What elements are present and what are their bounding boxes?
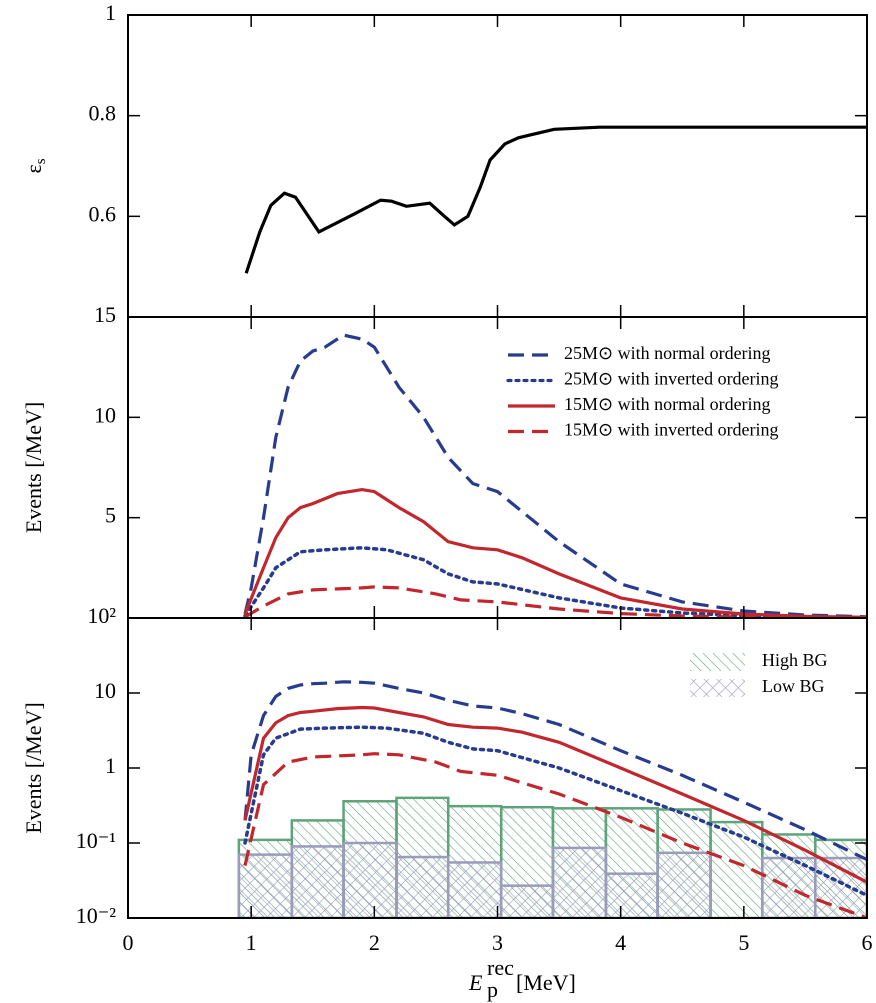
- y-tick-label: 10: [94, 678, 116, 703]
- panel: 0.6 0.8 1 εs: [21, 0, 868, 318]
- y-tick-label: 1: [105, 0, 116, 25]
- series-line: [243, 752, 867, 918]
- x-axis-label-sup: rec: [487, 955, 514, 980]
- histogram-bar: [395, 855, 450, 918]
- legend-label: 15M⊙ with inverted ordering: [564, 420, 779, 440]
- y-tick-label: 10²: [87, 603, 116, 628]
- plot-area: [243, 333, 867, 618]
- x-tick-label: 4: [615, 930, 626, 955]
- y-axis-label-main: Events [/MeV]: [21, 402, 46, 533]
- legend-swatch: [690, 679, 745, 697]
- plot-area: [237, 680, 867, 918]
- x-axis-label-sub: p: [487, 977, 498, 1002]
- x-tick-label: 3: [492, 930, 503, 955]
- y-tick-label: 1: [105, 753, 116, 778]
- y-axis-label: Events [/MeV]: [21, 702, 46, 833]
- y-tick-label: 15: [94, 302, 116, 327]
- series-line: [244, 125, 867, 274]
- histogram-bar: [604, 872, 659, 918]
- series-line: [244, 585, 867, 618]
- y-axis-label-main: Events [/MeV]: [21, 702, 46, 833]
- histogram-bar: [551, 846, 608, 918]
- histogram-bar: [656, 851, 712, 918]
- x-tick-label: 6: [862, 930, 873, 955]
- histogram-bar: [499, 884, 555, 918]
- series-line: [243, 333, 867, 618]
- series-line: [243, 680, 867, 862]
- y-axis-label: εs: [21, 158, 49, 173]
- y-axis-label: Events [/MeV]: [21, 402, 46, 533]
- y-tick-label: 10⁻²: [76, 903, 117, 928]
- y-tick-label: 10⁻¹: [76, 828, 116, 853]
- legend-label: 15M⊙ with normal ordering: [564, 394, 771, 414]
- series-line: [243, 705, 867, 884]
- x-axis-label-unit: [MeV]: [516, 970, 576, 995]
- panel: 5 10 15 Events [/MeV] 25M⊙ with normal order…: [21, 302, 868, 619]
- x-tick-label: 5: [738, 930, 749, 955]
- series-line: [243, 725, 867, 898]
- plot-area: [244, 125, 867, 274]
- histogram-bar: [446, 861, 503, 918]
- legend-label: Low BG: [762, 676, 825, 696]
- histogram-bar: [342, 841, 398, 918]
- series-line: [243, 487, 867, 618]
- legend-swatch: [690, 653, 745, 671]
- y-tick-label: 0.6: [89, 201, 117, 226]
- y-tick-label: 10: [94, 402, 116, 427]
- legend-label: High BG: [762, 650, 828, 670]
- x-tick-label: 0: [123, 930, 134, 955]
- x-axis-label-main: E: [468, 970, 483, 995]
- plot-frame: [127, 14, 868, 318]
- series-line: [243, 546, 867, 618]
- x-tick-label: 2: [369, 930, 380, 955]
- y-tick-label: 0.8: [89, 101, 117, 126]
- y-axis-label-sub: s: [33, 158, 49, 164]
- x-tick-label: 1: [246, 930, 257, 955]
- y-axis-label-main: ε: [21, 164, 46, 173]
- legend-label: 25M⊙ with normal ordering: [564, 343, 771, 363]
- legend-label: 25M⊙ with inverted ordering: [564, 369, 779, 389]
- histogram-bar: [290, 845, 345, 918]
- y-tick-label: 5: [105, 503, 116, 528]
